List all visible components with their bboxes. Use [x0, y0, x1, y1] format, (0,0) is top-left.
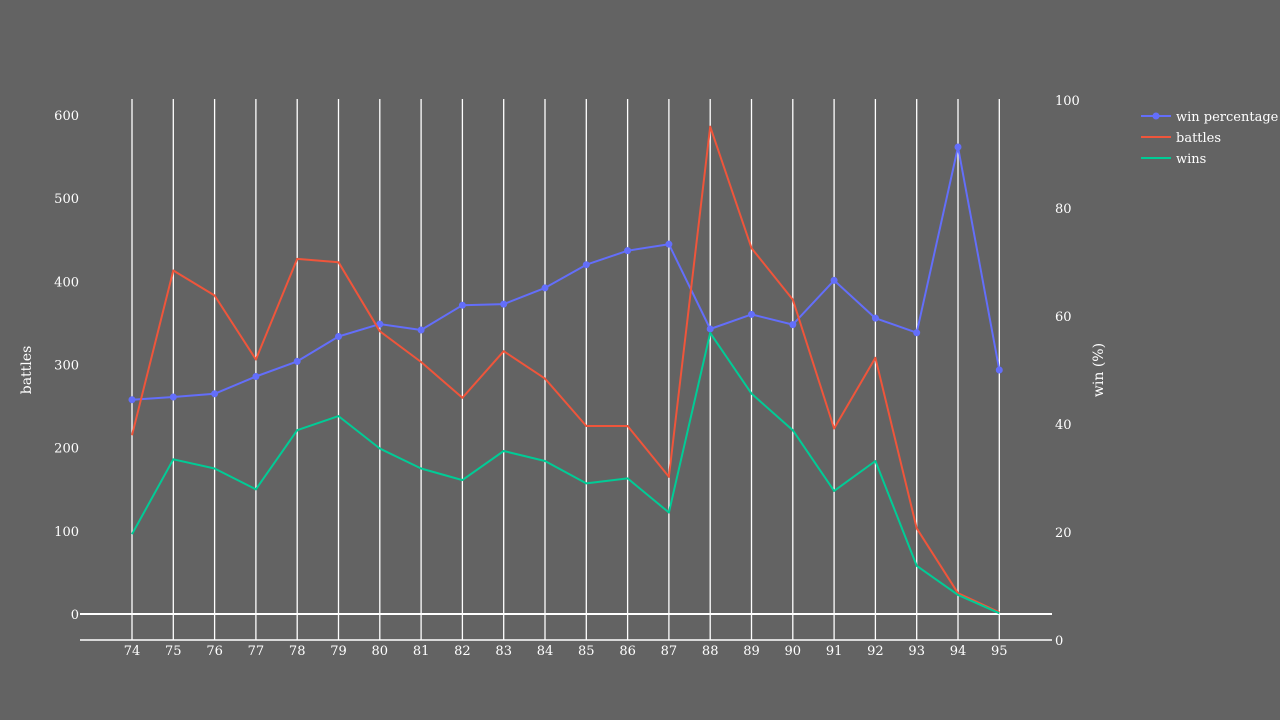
y2-tick-label: 20	[1055, 526, 1072, 541]
data-point	[500, 300, 508, 308]
grid-lines	[131, 99, 1000, 640]
series-line-wins	[131, 331, 1000, 615]
x-tick-label: 80	[372, 644, 389, 659]
y2-axis-title: win (%)	[1091, 343, 1107, 397]
y2-tick-label: 40	[1055, 418, 1072, 433]
x-tick-label: 90	[785, 644, 802, 659]
legend-entry: win percentage	[1176, 110, 1279, 125]
x-tick-label: 82	[454, 644, 471, 659]
y-tick-label: 200	[54, 442, 79, 457]
data-point	[376, 320, 384, 328]
legend[interactable]: win percentage battles wins	[1141, 110, 1279, 167]
x-tick-label: 87	[661, 644, 678, 659]
x-tick-label: 81	[413, 644, 430, 659]
x-tick-label: 77	[248, 644, 265, 659]
x-tick-label: 83	[495, 644, 512, 659]
data-point	[293, 357, 301, 365]
x-tick-label: 78	[289, 644, 306, 659]
data-point	[582, 261, 590, 269]
legend-entry: wins	[1176, 152, 1206, 167]
x-tick-label: 75	[165, 644, 182, 659]
y-tick-label: 600	[54, 109, 79, 124]
data-point	[211, 390, 219, 398]
x-tick-label: 79	[330, 644, 347, 659]
x-tick-label: 76	[206, 644, 223, 659]
data-point	[417, 326, 425, 334]
data-point	[706, 325, 714, 333]
data-point	[169, 393, 177, 401]
x-tick-label: 94	[950, 644, 967, 659]
y-axis-title: battles	[19, 346, 35, 395]
axes: 74 75 76 77 78 79 80 81 82 83 84 85 86 87 88 89 90 91 92 93…	[54, 94, 1080, 659]
x-tick-label: 91	[826, 644, 843, 659]
y-tick-label: 0	[71, 608, 79, 623]
y2-tick-label: 80	[1055, 202, 1072, 217]
data-point	[335, 333, 342, 341]
data-point	[458, 301, 466, 309]
data-point	[871, 314, 879, 322]
series-line-battles	[131, 125, 1000, 614]
data-point	[954, 143, 962, 151]
data-point	[624, 247, 632, 255]
x-tick-label: 84	[537, 644, 554, 659]
y-tick-label: 500	[54, 192, 79, 207]
y2-tick-label: 100	[1055, 94, 1080, 109]
y-tick-label: 100	[54, 525, 79, 540]
data-point	[830, 276, 838, 284]
data-point	[665, 240, 673, 248]
x-tick-label: 85	[578, 644, 595, 659]
series-line-win-percentage	[131, 146, 1001, 401]
data-point	[913, 329, 921, 337]
data-point	[748, 310, 755, 318]
data-point	[128, 396, 136, 404]
y-tick-label: 300	[54, 359, 79, 374]
y-tick-label: 400	[54, 275, 79, 290]
data-point	[252, 372, 260, 380]
data-point	[995, 366, 1003, 374]
legend-marker	[1152, 112, 1160, 120]
x-tick-label: 95	[991, 644, 1008, 659]
y2-tick-label: 0	[1055, 634, 1063, 649]
data-point	[541, 284, 549, 292]
series-layer	[128, 125, 1003, 615]
x-tick-label: 86	[619, 644, 636, 659]
legend-entry: battles	[1176, 131, 1221, 146]
x-tick-label: 74	[124, 644, 141, 659]
x-tick-label: 88	[702, 644, 719, 659]
x-tick-label: 93	[908, 644, 925, 659]
y2-tick-label: 60	[1055, 310, 1072, 325]
x-tick-label: 92	[867, 644, 884, 659]
x-tick-label: 89	[743, 644, 760, 659]
data-point	[789, 321, 797, 329]
